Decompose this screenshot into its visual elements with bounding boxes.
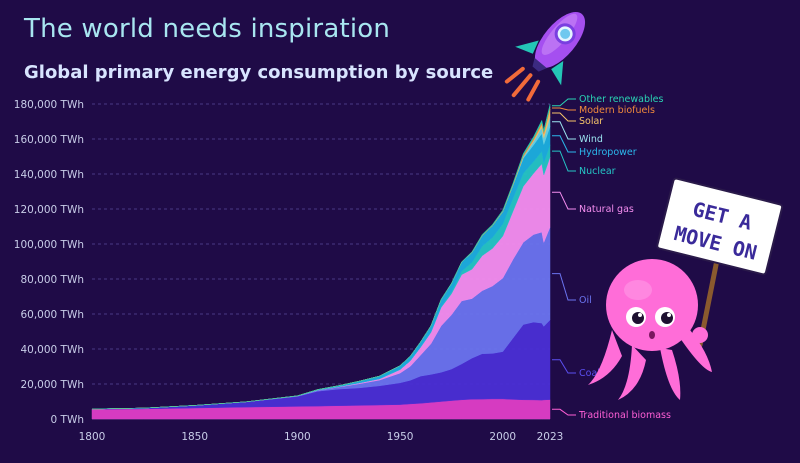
y-tick-label: 180,000 TWh (14, 99, 84, 111)
legend-leader (552, 150, 576, 172)
legend-leader (552, 273, 576, 301)
x-tick-label: 2000 (489, 431, 516, 443)
legend-label: Nuclear (579, 166, 616, 177)
legend-label: Other renewables (579, 94, 664, 105)
y-tick-label: 120,000 TWh (14, 204, 84, 216)
y-tick-label: 140,000 TWh (14, 169, 84, 181)
legend-label: Oil (579, 295, 592, 306)
y-tick-label: 100,000 TWh (14, 239, 84, 251)
protest-sign: GET A MOVE ON (656, 177, 784, 276)
y-tick-label: 80,000 TWh (20, 274, 84, 286)
area-other-renewables (91, 104, 551, 410)
x-axis: 1800 1850 1900 1950 2000 2023 (79, 431, 564, 443)
x-tick-label: 2023 (537, 431, 564, 443)
y-tick-label: 60,000 TWh (20, 309, 84, 321)
legend-label: Traditional biomass (578, 410, 671, 421)
legend-label: Natural gas (579, 204, 634, 215)
legend-leader (552, 408, 576, 416)
chart-areas (91, 104, 551, 420)
legend-leader (552, 191, 576, 210)
x-tick-label: 1900 (284, 431, 311, 443)
legend-label: Wind (579, 134, 603, 145)
y-tick-label: 160,000 TWh (14, 134, 84, 146)
rocket-icon (504, 11, 586, 102)
x-tick-label: 1800 (79, 431, 106, 443)
chart-legend: Traditional biomass Coal Oil Natural gas Nuc… (552, 94, 671, 421)
legend-label: Modern biofuels (579, 105, 655, 116)
legend-leader (552, 359, 576, 374)
y-axis: 0 TWh 20,000 TWh 40,000 TWh 60,000 TWh 80,00… (14, 99, 84, 426)
legend-leader (552, 98, 576, 107)
y-tick-label: 40,000 TWh (20, 344, 84, 356)
legend-leader (552, 121, 576, 140)
y-tick-label: 20,000 TWh (20, 379, 84, 391)
page-title: The world needs inspiration (24, 14, 391, 44)
y-tick-label: 0 TWh (51, 414, 84, 426)
legend-label: Solar (579, 116, 603, 127)
legend-label: Hydropower (579, 147, 637, 158)
legend-label: Coal (579, 368, 600, 379)
x-tick-label: 1950 (387, 431, 414, 443)
x-tick-label: 1850 (181, 431, 208, 443)
legend-leader (552, 112, 576, 122)
legend-leader (552, 135, 576, 153)
chart-subtitle: Global primary energy consumption by sou… (24, 62, 494, 83)
octopus-mascot: GET A MOVE ON (588, 177, 784, 400)
legend-leader (552, 107, 576, 111)
